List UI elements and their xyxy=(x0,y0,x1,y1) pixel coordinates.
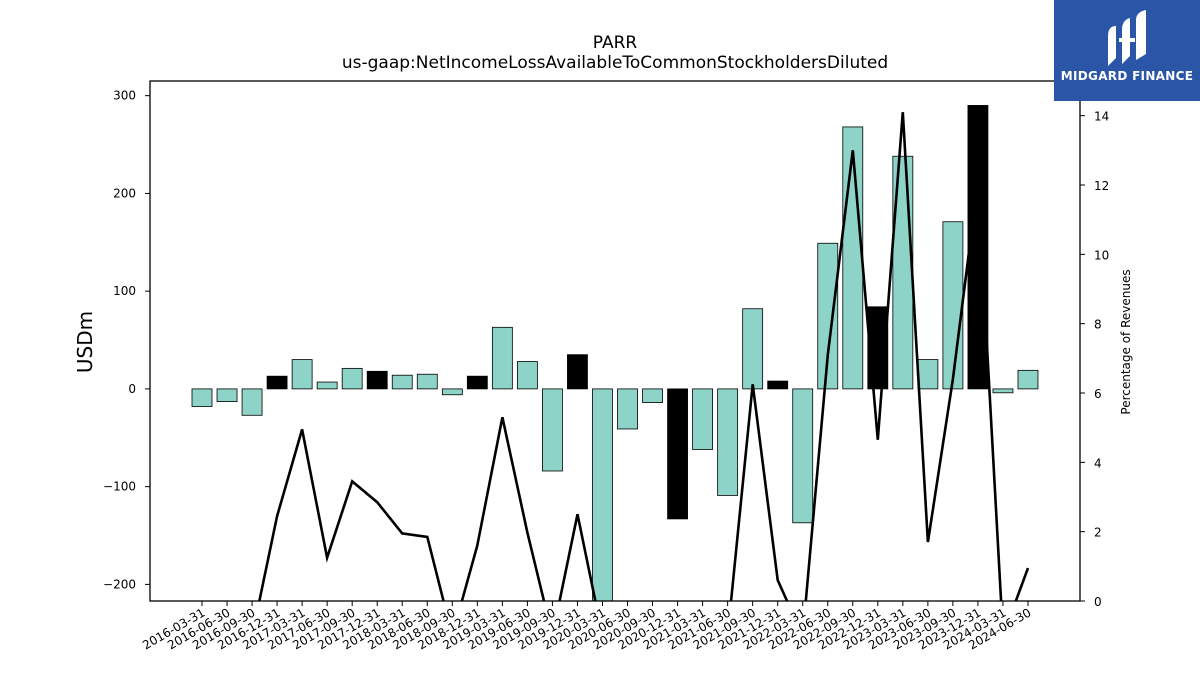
bar-2022-03-31 xyxy=(792,388,814,524)
line-group xyxy=(258,112,1030,601)
bar-2019-09-30 xyxy=(542,388,563,472)
bar-2022-09-30 xyxy=(842,126,864,390)
y2-tick-label: 8 xyxy=(1094,318,1102,332)
y-tick-label: −200 xyxy=(103,577,136,591)
y2-tick-label: 0 xyxy=(1094,595,1102,609)
brand-logo: MIDGARD FINANCE xyxy=(1054,0,1200,101)
bar-2017-03-31 xyxy=(291,359,313,390)
bar-2016-06-30 xyxy=(216,388,238,403)
bar-2019-06-30 xyxy=(516,361,538,390)
bar-2018-12-31 xyxy=(466,375,488,390)
y2-tick-label: 14 xyxy=(1094,110,1109,124)
y2-tick-label: 10 xyxy=(1094,248,1109,262)
bar-2018-09-30 xyxy=(441,388,463,396)
bar-2020-06-30 xyxy=(617,388,638,430)
line-percentage-of-revenues xyxy=(258,112,1030,601)
bar-2023-09-30 xyxy=(942,221,964,390)
y2-tick-label: 6 xyxy=(1094,387,1102,401)
y2-tick-label: 4 xyxy=(1094,456,1102,470)
bar-2021-09-30 xyxy=(742,308,764,390)
bar-2020-12-31 xyxy=(667,388,688,520)
bar-2018-06-30 xyxy=(416,373,438,390)
chart-subtitle: us-gaap:NetIncomeLossAvailableToCommonSt… xyxy=(342,53,888,73)
bar-2021-06-30 xyxy=(717,388,739,496)
logo-mark-icon xyxy=(1108,10,1146,66)
y-tick-label: 300 xyxy=(113,89,136,103)
bar-2016-09-30 xyxy=(241,388,263,416)
bar-2020-03-31 xyxy=(592,388,613,601)
y-tick-label: 100 xyxy=(113,284,136,298)
bar-2016-03-31 xyxy=(191,388,213,407)
bar-2024-03-31 xyxy=(992,388,1014,394)
chart-title: PARR xyxy=(593,33,638,53)
bar-2019-12-31 xyxy=(567,354,588,390)
bars-group xyxy=(191,105,1039,601)
bar-2021-03-31 xyxy=(692,388,713,450)
logo-text: MIDGARD FINANCE xyxy=(1060,69,1194,83)
bar-2020-09-30 xyxy=(642,388,663,403)
y2-tick-label: 12 xyxy=(1094,179,1109,193)
bar-2023-12-31 xyxy=(967,105,989,390)
bar-2017-06-30 xyxy=(316,381,338,390)
bar-2024-06-30 xyxy=(1017,369,1039,390)
bar-2023-06-30 xyxy=(917,359,939,390)
bar-2016-12-31 xyxy=(266,375,288,390)
bar-2019-03-31 xyxy=(491,326,513,390)
y-axis-label: USDm xyxy=(73,311,97,373)
y-tick-label: 0 xyxy=(128,382,136,396)
y-tick-label: 200 xyxy=(113,186,136,200)
bar-2017-09-30 xyxy=(341,367,363,390)
bar-2017-12-31 xyxy=(366,370,388,390)
bar-2022-06-30 xyxy=(817,242,839,390)
bar-2021-12-31 xyxy=(767,380,789,390)
y-tick-label: −100 xyxy=(103,480,136,494)
bar-2018-03-31 xyxy=(391,374,413,390)
y2-axis-label: Percentage of Revenues xyxy=(1119,269,1133,414)
plot-frame xyxy=(149,80,1081,602)
y2-tick-label: 2 xyxy=(1094,526,1102,540)
